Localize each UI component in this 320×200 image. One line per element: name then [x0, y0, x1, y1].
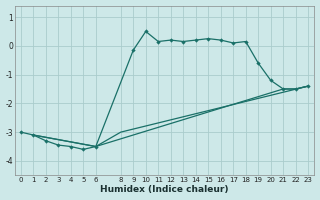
X-axis label: Humidex (Indice chaleur): Humidex (Indice chaleur) — [100, 185, 229, 194]
